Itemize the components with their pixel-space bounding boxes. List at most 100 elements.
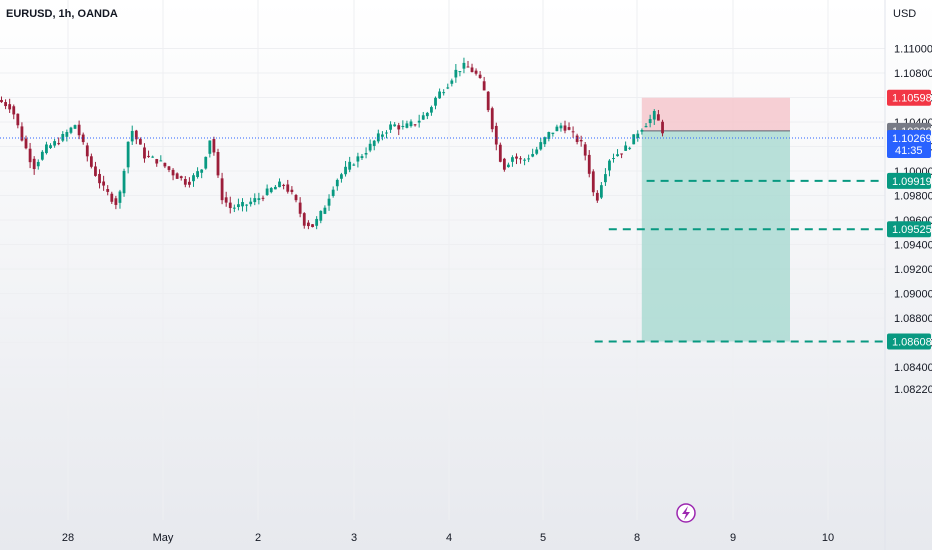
candle (298, 197, 302, 218)
candle-body (253, 198, 257, 203)
candle (335, 178, 339, 191)
candle-body (527, 158, 531, 160)
candle (511, 155, 514, 167)
candle (405, 120, 409, 129)
candle (196, 167, 199, 179)
candle-body (8, 104, 12, 110)
candle (36, 159, 40, 170)
y-tick-label: 1.09400 (894, 240, 932, 252)
candle-body (397, 125, 401, 130)
candle-body (294, 195, 298, 201)
candle-body (454, 69, 458, 78)
target2-price-tag[interactable]: 1.09525 (887, 221, 932, 238)
candle (438, 88, 441, 99)
candle-body (323, 207, 327, 214)
candle-body (126, 141, 130, 168)
candle (348, 156, 352, 173)
stop-price-tag[interactable]: 1.10598 (887, 89, 932, 106)
candle-body (237, 204, 240, 208)
candle (126, 141, 130, 174)
candle (134, 129, 138, 145)
candle (393, 122, 397, 127)
candle (502, 157, 506, 172)
candle-body (466, 66, 470, 68)
candle (421, 111, 425, 120)
position-zones (641, 97, 790, 342)
candle (372, 139, 376, 151)
candle (200, 169, 204, 179)
candle (636, 130, 640, 142)
candle-body (409, 121, 413, 127)
candle-body (652, 110, 656, 120)
candle-body (257, 198, 261, 200)
candle-body (40, 151, 44, 160)
candle-body (661, 121, 664, 134)
candle-body (567, 127, 571, 130)
candle (45, 141, 48, 155)
candle (352, 163, 356, 166)
candle-body (298, 202, 302, 214)
candle (515, 153, 518, 165)
y-tick-label: 1.09200 (894, 264, 932, 276)
grid-layer (0, 0, 885, 520)
candle-body (604, 174, 607, 183)
candle (188, 177, 191, 188)
take-profit-zone[interactable] (641, 130, 790, 342)
target1-price-tag[interactable]: 1.09919 (887, 172, 932, 189)
candle-body (188, 181, 191, 185)
candle (454, 63, 458, 83)
candle (24, 135, 28, 150)
candle (192, 173, 195, 187)
symbol-title[interactable]: EURUSD, 1h, OANDA (6, 8, 118, 20)
candle-body (200, 169, 204, 173)
candle-body (155, 159, 159, 164)
candle-body (159, 160, 163, 162)
candle (49, 143, 52, 149)
candle-body (69, 127, 73, 133)
candle (53, 138, 57, 148)
candle-body (269, 188, 273, 193)
candle (620, 153, 623, 159)
candle (179, 175, 183, 181)
candle (163, 162, 167, 169)
candle-body (28, 148, 32, 163)
candle (657, 109, 660, 121)
target3-price-tag[interactable]: 1.08608 (887, 333, 932, 350)
candle (648, 114, 652, 128)
candle-body (490, 108, 494, 130)
candle-body (147, 155, 150, 157)
candle-body (583, 144, 587, 156)
y-tick-label: 1.08220 (894, 384, 932, 396)
stop-loss-zone[interactable] (641, 97, 790, 131)
candle (311, 224, 314, 228)
candle (604, 168, 607, 186)
target1-price-tag-text: 1.09919 (892, 176, 932, 188)
candle (319, 210, 323, 224)
lightning-icon[interactable] (676, 503, 696, 523)
candle-body (122, 170, 126, 194)
candle-body (595, 192, 599, 201)
candle (462, 57, 466, 74)
candle-body (138, 139, 142, 145)
candle-body (438, 91, 441, 99)
candle (245, 204, 248, 212)
candle (315, 216, 319, 230)
candle-body (389, 124, 392, 130)
candle-body (442, 92, 446, 94)
candle-body (216, 152, 220, 176)
candle-body (73, 125, 77, 129)
candle-body (628, 147, 632, 149)
candle (547, 131, 551, 142)
candle-body (89, 156, 93, 167)
candle (490, 106, 494, 133)
candle (327, 194, 331, 211)
candle (261, 195, 265, 202)
y-tick-label: 1.09800 (894, 191, 932, 203)
candle (237, 198, 240, 211)
candle-body (502, 158, 506, 170)
candle-body (163, 162, 167, 167)
candle-body (405, 123, 409, 128)
